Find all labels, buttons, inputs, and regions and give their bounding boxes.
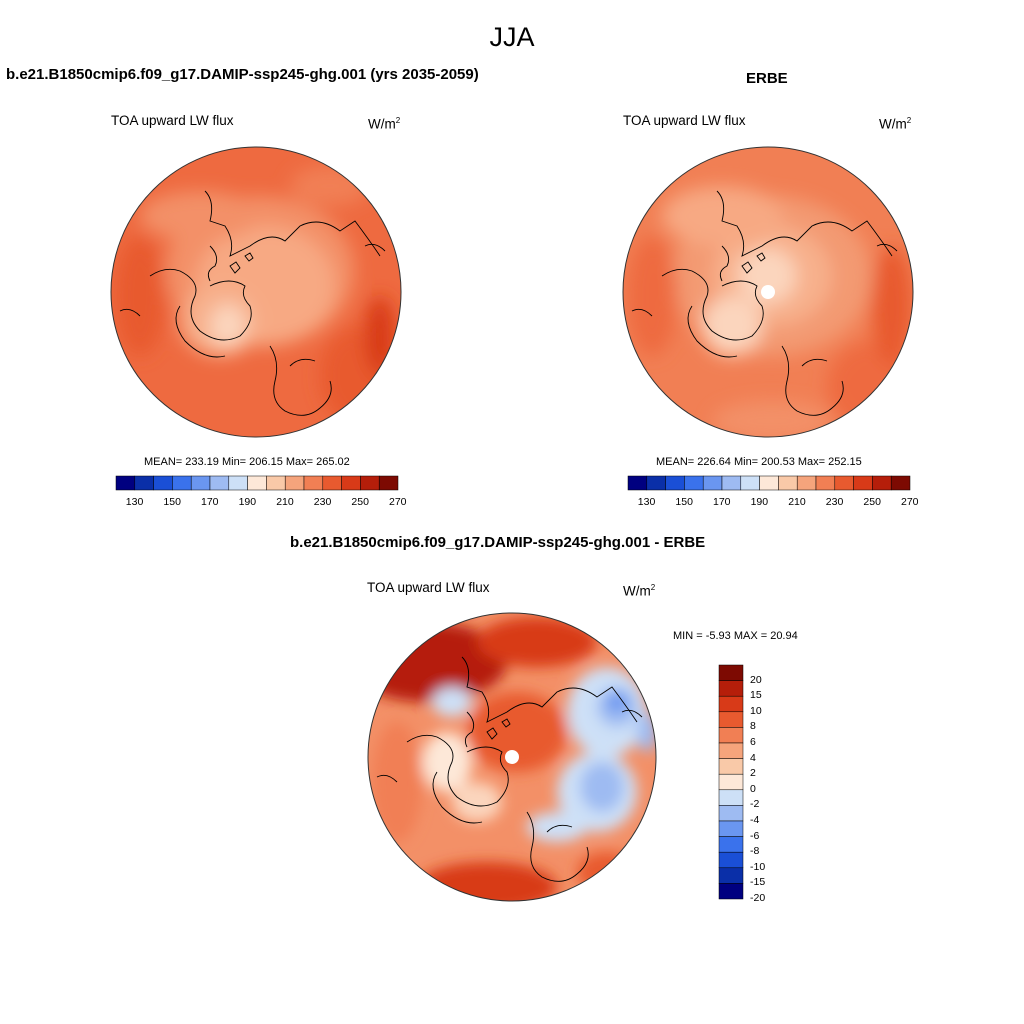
colorbar-tick-label: -15 — [750, 876, 766, 889]
colorbar-tick-label: 130 — [125, 496, 144, 508]
colorbar-swatch — [718, 758, 744, 775]
colorbar-tick-label: 170 — [201, 496, 219, 508]
colorbar-tr — [627, 475, 911, 491]
colorbar-tick-label: -10 — [750, 860, 766, 873]
colorbar-swatch — [209, 475, 230, 491]
colorbar-tick-label: 230 — [313, 496, 332, 508]
panel-tl-variable: TOA upward LW flux — [111, 113, 234, 128]
colorbar-swatch — [378, 475, 399, 491]
colorbar-tick-label: 8 — [750, 720, 756, 733]
colorbar-swatch — [796, 475, 817, 491]
colorbar-swatch — [721, 475, 742, 491]
colorbar-swatch — [228, 475, 248, 491]
colorbar-swatch — [718, 836, 744, 853]
colorbar-tick-label: 270 — [901, 496, 919, 508]
colorbar-tick-label: -4 — [750, 814, 760, 826]
colorbar-swatch — [190, 475, 211, 491]
colorbar-swatch — [718, 680, 744, 697]
colorbar-swatch — [718, 867, 744, 884]
colorbar-swatch — [134, 475, 154, 491]
colorbar-swatch — [718, 695, 744, 713]
colorbar-tick-label: 0 — [750, 782, 756, 795]
colorbar-swatch — [684, 475, 704, 491]
colorbar-tick-label: 210 — [788, 496, 806, 508]
colorbar-swatch — [284, 475, 305, 491]
panel-tl-case-title: b.e21.B1850cmip6.f09_g17.DAMIP-ssp245-gh… — [6, 66, 479, 83]
panel-tr-case-title: ERBE — [746, 70, 788, 87]
colorbar-tick-label: 210 — [276, 496, 294, 508]
colorbar-swatch — [360, 475, 380, 491]
colorbar-swatch — [322, 475, 342, 491]
panel-b-minmax: MIN = -5.93 MAX = 20.94 — [673, 630, 798, 642]
colorbar-tick-label: 190 — [238, 496, 257, 508]
panel-tl-units: W/m2 — [368, 116, 401, 132]
colorbar-swatch — [718, 805, 744, 822]
colorbar-swatch — [740, 475, 760, 491]
colorbar-swatch — [872, 475, 892, 491]
colorbar-tick-label: 150 — [163, 496, 181, 508]
colorbar-swatch — [702, 475, 723, 491]
map-diff — [367, 612, 657, 902]
colorbar-tick-label: 190 — [750, 496, 769, 508]
panel-b-variable: TOA upward LW flux — [367, 580, 490, 595]
colorbar-swatch — [718, 883, 744, 900]
map-tl — [110, 146, 402, 438]
colorbar-tick-label: 2 — [750, 767, 756, 780]
colorbar-swatch — [718, 742, 744, 759]
panel-tr-units: W/m2 — [879, 116, 912, 132]
panel-tr-stats: MEAN= 226.64 Min= 200.53 Max= 252.15 — [656, 456, 862, 468]
colorbar-tick-label: 230 — [825, 496, 844, 508]
colorbar-tick-label: 130 — [637, 496, 656, 508]
colorbar-tick-label: 20 — [750, 673, 762, 686]
colorbar-swatch — [665, 475, 685, 491]
colorbar-tick-label: 10 — [750, 704, 762, 717]
colorbar-tick-label: 150 — [675, 496, 693, 508]
page-title: JJA — [489, 22, 535, 52]
colorbar-diff — [718, 664, 744, 900]
colorbar-swatch — [718, 711, 744, 728]
colorbar-swatch — [115, 475, 136, 491]
colorbar-swatch — [853, 475, 873, 491]
colorbar-swatch — [718, 664, 744, 681]
panel-b-units: W/m2 — [623, 583, 656, 599]
panel-b-case-title: b.e21.B1850cmip6.f09_g17.DAMIP-ssp245-gh… — [290, 534, 706, 551]
colorbar-tick-label: 270 — [389, 496, 407, 508]
colorbar-swatch — [890, 475, 911, 491]
map-tr — [622, 146, 914, 438]
colorbar-tick-label: -20 — [750, 892, 766, 904]
colorbar-swatch — [718, 773, 744, 791]
colorbar-swatch — [718, 727, 744, 744]
colorbar-swatch — [627, 475, 648, 491]
colorbar-tick-label: -8 — [750, 845, 760, 858]
colorbar-tick-label: 170 — [713, 496, 731, 508]
colorbar-swatch — [718, 820, 744, 837]
panel-tl-stats: MEAN= 233.19 Min= 206.15 Max= 265.02 — [144, 456, 350, 468]
colorbar-swatch — [266, 475, 286, 491]
colorbar-tl — [115, 475, 399, 491]
colorbar-swatch — [834, 475, 854, 491]
colorbar-tick-label: -2 — [750, 798, 760, 811]
colorbar-swatch — [778, 475, 798, 491]
colorbar-tick-label: -6 — [750, 829, 760, 842]
colorbar-swatch — [303, 475, 324, 491]
colorbar-swatch — [815, 475, 836, 491]
colorbar-tick-label: 15 — [750, 689, 762, 702]
colorbar-swatch — [247, 475, 267, 491]
colorbar-swatch — [646, 475, 666, 491]
colorbar-swatch — [718, 789, 744, 806]
colorbar-tick-label: 6 — [750, 736, 756, 748]
colorbar-swatch — [153, 475, 173, 491]
colorbar-swatch — [718, 851, 744, 869]
colorbar-swatch — [759, 475, 779, 491]
colorbar-swatch — [172, 475, 192, 491]
colorbar-tick-label: 250 — [863, 496, 881, 508]
panel-tr-variable: TOA upward LW flux — [623, 113, 746, 128]
colorbar-swatch — [341, 475, 361, 491]
colorbar-tick-label: 250 — [351, 496, 369, 508]
colorbar-tick-label: 4 — [750, 751, 756, 764]
